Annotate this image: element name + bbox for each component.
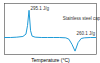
svg-text:260.1 J/g: 260.1 J/g	[77, 31, 96, 36]
svg-text:295.1 J/g: 295.1 J/g	[31, 6, 50, 11]
svg-text:Temperature (°C): Temperature (°C)	[31, 57, 70, 63]
svg-text:Stainless steel capsule test: Stainless steel capsule test	[63, 16, 100, 21]
